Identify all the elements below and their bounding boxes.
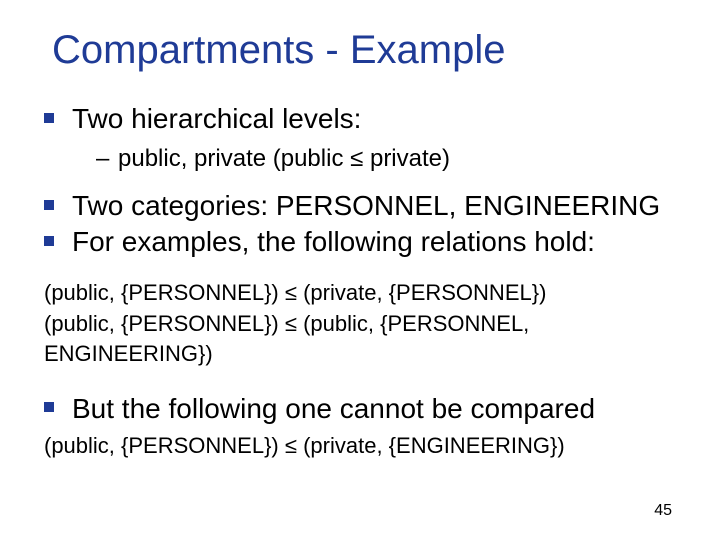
- page-number: 45: [654, 502, 672, 520]
- relation-3-right: (private, {ENGINEERING}): [303, 433, 565, 458]
- leq-symbol: ≤: [350, 145, 363, 172]
- relation-3: (public, {PERSONNEL}) ≤ (private, {ENGIN…: [44, 431, 684, 461]
- relation-2-left: (public, {PERSONNEL}): [44, 311, 279, 336]
- leq-symbol: ≤: [285, 433, 297, 458]
- bullet-4-text: But the following one cannot be compared: [72, 393, 595, 424]
- bullet-1-sublist: public, private (public ≤ private): [72, 143, 684, 174]
- bullet-1-sub-suffix: private): [370, 145, 450, 172]
- bullet-4: But the following one cannot be compared: [44, 391, 684, 427]
- relation-1-right: (private, {PERSONNEL}): [303, 280, 546, 305]
- bullet-1-text: Two hierarchical levels:: [72, 103, 361, 134]
- bullet-2-text: Two categories: PERSONNEL, ENGINEERING: [72, 190, 660, 221]
- bullet-1-sub-prefix: public, private (public: [118, 145, 343, 172]
- relation-2: (public, {PERSONNEL}) ≤ (public, {PERSON…: [44, 309, 684, 368]
- relation-1: (public, {PERSONNEL}) ≤ (private, {PERSO…: [44, 278, 684, 308]
- bullet-2: Two categories: PERSONNEL, ENGINEERING: [44, 188, 684, 224]
- leq-symbol: ≤: [285, 311, 297, 336]
- bullet-3-text: For examples, the following relations ho…: [72, 226, 595, 257]
- bullet-1-sub-1: public, private (public ≤ private): [96, 143, 684, 174]
- leq-symbol: ≤: [285, 280, 297, 305]
- slide: Compartments - Example Two hierarchical …: [0, 0, 720, 540]
- relation-1-left: (public, {PERSONNEL}): [44, 280, 279, 305]
- relation-3-left: (public, {PERSONNEL}): [44, 433, 279, 458]
- bullet-list: Two hierarchical levels: public, private…: [36, 101, 684, 260]
- slide-title: Compartments - Example: [36, 0, 684, 73]
- bullet-3: For examples, the following relations ho…: [44, 224, 684, 260]
- bullet-1: Two hierarchical levels: public, private…: [44, 101, 684, 174]
- bullet-list-2: But the following one cannot be compared: [36, 391, 684, 427]
